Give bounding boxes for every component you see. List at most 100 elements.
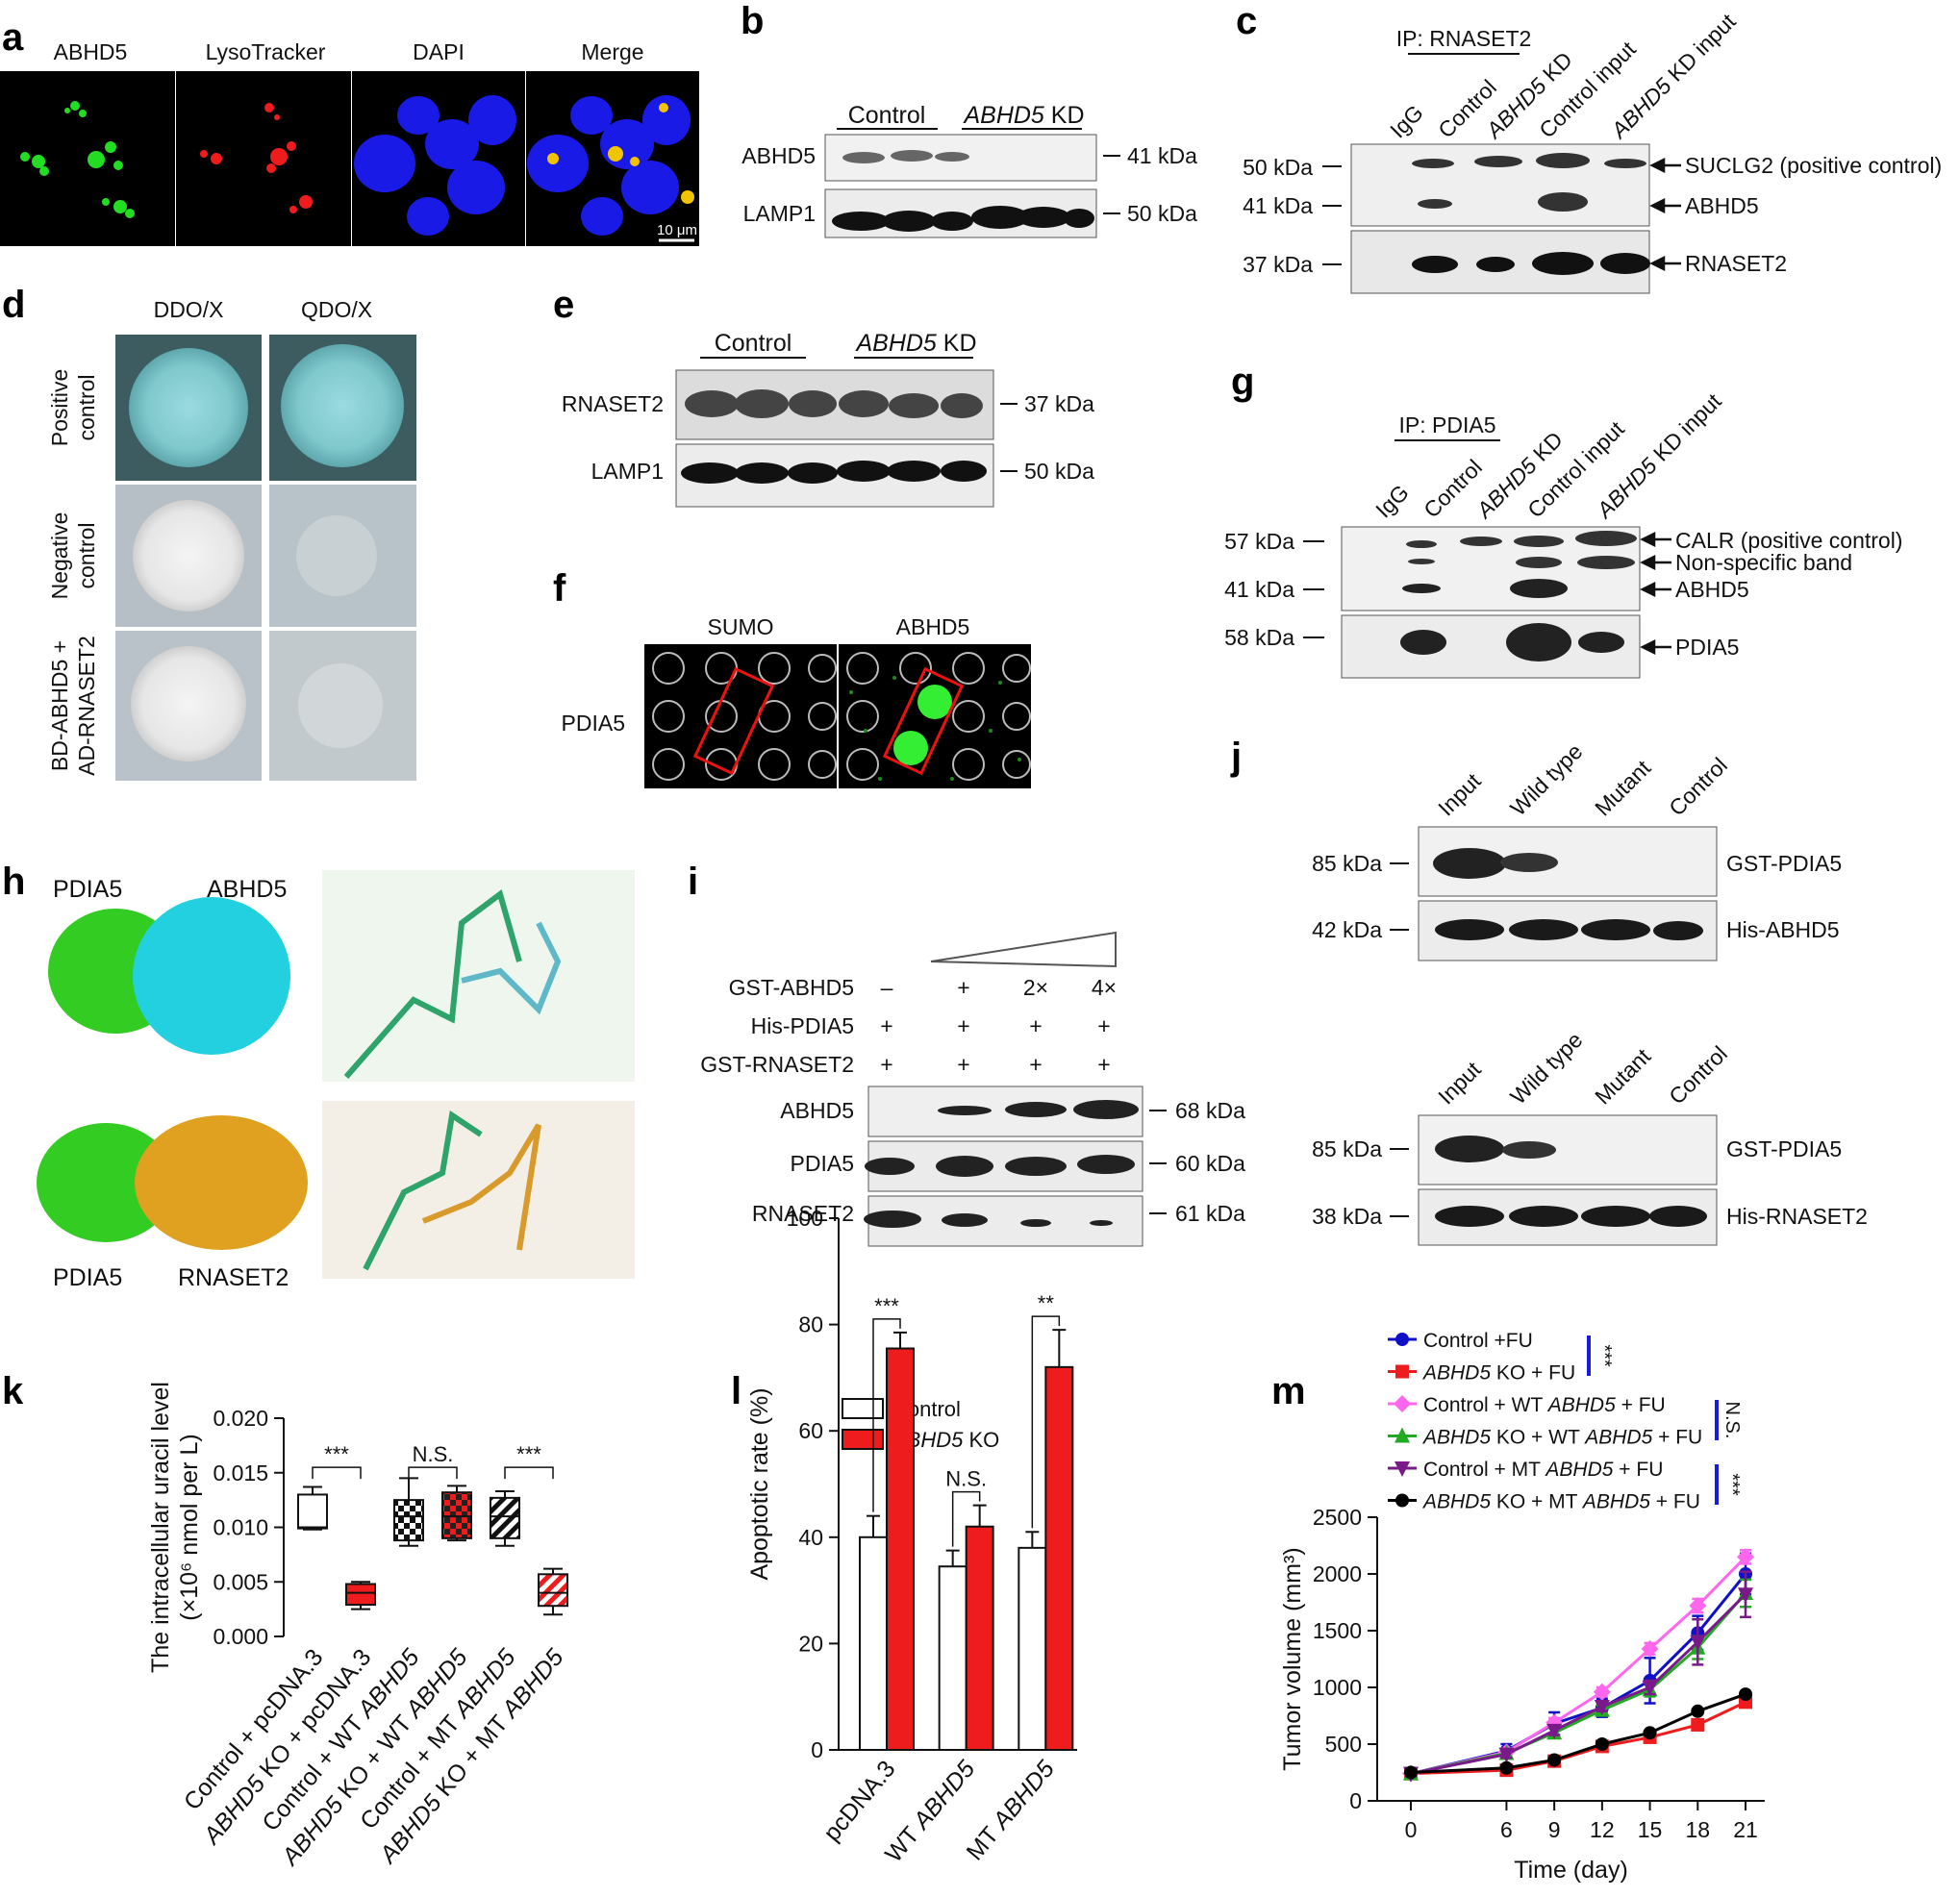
blot-bands [1435,1206,1707,1227]
panel-letter-k: k [2,1370,24,1412]
bands-abhd5 [842,150,969,163]
lane-label-wild-type: Wild type [1505,1027,1587,1109]
data-point [1737,1548,1754,1566]
significance-bracket [312,1466,362,1480]
y-tick-label: 2500 [1313,1505,1362,1530]
y-tick-label: 0.010 [213,1515,268,1540]
blot-label-abhd5-i: ABHD5 [780,1098,854,1123]
y-tick-label: 60 [798,1418,823,1443]
box [538,1573,568,1608]
row-label-positive: Positivecontrol [47,369,99,447]
panel-h-docking: PDIA5 ABHD5 PDIA5 RNASET2 [37,870,635,1291]
panel-letter-m: m [1271,1370,1306,1412]
mw-85-top: 85 kDa [1312,851,1382,876]
cartoon-stick [363,1110,483,1271]
y-tick-label: 0.020 [213,1406,268,1431]
significance-label: *** [1721,1473,1743,1496]
condition-value: 4× [1092,975,1117,1000]
y-tick-label: 2000 [1313,1561,1362,1586]
significance-label: N.S. [1721,1402,1743,1439]
data-point [1395,1461,1410,1477]
x-tick-label: 6 [1500,1817,1513,1842]
lane-label-mutant: Mutant [1590,1043,1656,1110]
panel-letter-i: i [688,861,698,903]
data-point [1595,1737,1609,1751]
channel-label-dapi: DAPI [413,39,465,64]
col-label-qdo: QDO/X [301,297,372,322]
y-tick-label: 0.015 [213,1460,268,1485]
colony [298,663,383,748]
blot-label-rnaset2-i: RNASET2 [752,1201,854,1226]
x-tick-label: 12 [1590,1817,1615,1842]
condition-value: + [957,1013,969,1038]
row-label-his-pdia5: His-PDIA5 [751,1013,854,1038]
bands-abhd5-c [1418,192,1588,212]
row-label-rnaset2-e: RNASET2 [562,391,664,416]
j-bottom: Input Wild type Mutant Control 85 kDa 38… [1312,1027,1868,1246]
bar [965,1525,994,1751]
positive-spot [893,731,928,765]
data-point [1594,1700,1610,1716]
y-tick-label: 1000 [1313,1675,1362,1700]
condition-value: + [880,1013,892,1038]
positive-spot [917,685,952,719]
channel-label-lysotracker: LysoTracker [206,39,326,64]
dapi-nuclei [354,95,516,236]
x-tick-label: pcDNA.3 [818,1756,901,1847]
y-tick-label: 20 [798,1631,823,1656]
data-point [1404,1765,1418,1780]
bar [886,1347,915,1751]
mw-42: 42 kDa [1312,917,1382,942]
bands-rnaset2-e [685,389,983,418]
data-point [1641,1639,1659,1658]
lane-label-wild-type: Wild type [1505,738,1587,820]
condition-value: + [1097,1013,1110,1038]
box [441,1491,472,1539]
significance-label: ** [1038,1291,1055,1315]
panel-letter-a: a [2,16,24,59]
bands-abhd5-g [1402,579,1568,598]
data-point [1738,1587,1753,1604]
legend-label: Control + WT ABHD5 + FU [1423,1394,1666,1416]
colony [133,500,244,612]
lane-label-mutant: Mutant [1590,755,1656,821]
legend: Control +FU ABHD5 KO + FU Control + WT ABH… [1388,1330,1743,1513]
mw-68: 68 kDa [1175,1098,1245,1123]
x-tick-label: 0 [1405,1817,1418,1842]
bar [938,1565,967,1751]
col-label-ddo: DDO/X [154,297,224,322]
row-label-gst-rnaset2: GST-RNASET2 [700,1052,854,1077]
row-label-negative: Negativecontrol [47,512,99,600]
mw-50-e: 50 kDa [1024,459,1094,484]
box [345,1583,376,1607]
y-tick-label: 40 [798,1525,823,1550]
panel-e-western: Control ABHD5 KD RNASET2 LAMP1 37 kDa 50… [562,330,1094,508]
data-point [1394,1395,1411,1412]
data-point [1690,1635,1706,1651]
bar [1018,1546,1047,1751]
lane-label-control: Control [1664,753,1732,821]
y-tick-label: 80 [798,1312,823,1337]
y-tick-label: 100 [787,1206,823,1231]
data-point [1498,1747,1515,1763]
y-tick-label: 0.005 [213,1569,268,1594]
bands-suclg2 [1412,153,1646,168]
background-specks [849,676,1021,781]
band [1500,853,1558,872]
x-tick-label: 18 [1685,1817,1710,1842]
surface-rnaset2 [135,1115,308,1250]
lane-label-control-g: Control [1419,455,1487,523]
mw-38: 38 kDa [1312,1204,1382,1229]
merge-overlay [527,95,694,236]
y-tick-label: 0.000 [213,1624,268,1649]
band-label-abhd5-g: ABHD5 [1675,577,1749,602]
data-point [1689,1597,1707,1615]
x-tick-label: 21 [1733,1817,1758,1842]
chart-k-uracil: 0.000 0.005 0.010 0.015 0.020 The intracellul… [147,1382,569,1872]
label-pdia5-top: PDIA5 [53,876,122,903]
col-label-sumo: SUMO [708,614,774,639]
mw-85-bottom: 85 kDa [1312,1136,1382,1161]
channel-label-abhd5: ABHD5 [54,39,128,64]
band [1433,848,1506,879]
